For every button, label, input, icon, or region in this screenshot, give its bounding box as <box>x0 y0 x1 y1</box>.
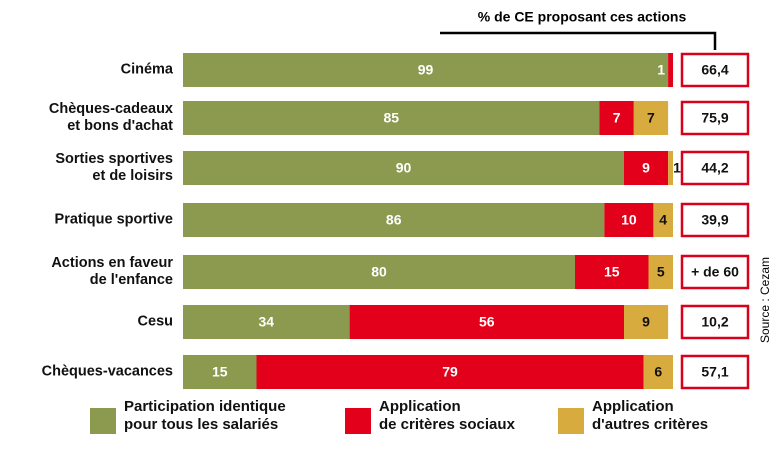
value-label: 56 <box>479 314 495 330</box>
legend-swatch <box>345 408 371 434</box>
bar-segment <box>599 101 634 135</box>
value-label: 15 <box>604 264 620 280</box>
legend-label: Participation identique pour tous les sa… <box>124 398 286 433</box>
share-label: + de 60 <box>691 264 739 280</box>
share-box <box>680 304 750 340</box>
category-label: Sorties sportives et de loisirs <box>55 151 173 184</box>
bar-segment <box>183 101 600 135</box>
value-label: 1 <box>657 62 665 78</box>
value-label: 79 <box>442 364 458 380</box>
category-label: Chèques-cadeaux et bons d'achat <box>48 101 173 134</box>
share-label: 10,2 <box>701 314 728 330</box>
value-label: 9 <box>642 314 650 330</box>
bar-segment <box>604 203 654 237</box>
value-label: 4 <box>659 212 667 228</box>
value-label: 86 <box>386 212 402 228</box>
share-label: 57,1 <box>701 364 728 380</box>
bar-segment <box>668 151 673 185</box>
value-label: 90 <box>396 160 412 176</box>
bar-segment <box>183 355 257 389</box>
bar-segment <box>648 255 673 289</box>
value-label: 7 <box>647 110 655 126</box>
bar-segment <box>256 355 644 389</box>
legend-swatch <box>90 408 116 434</box>
bar-segment <box>624 305 669 339</box>
share-box <box>680 202 750 238</box>
share-box <box>680 354 750 390</box>
value-label: 15 <box>212 364 228 380</box>
bar-segment <box>183 305 350 339</box>
category-label: Cesu <box>137 313 173 330</box>
share-label: 39,9 <box>701 212 728 228</box>
share-bracket <box>440 31 717 50</box>
bar-segment <box>575 255 649 289</box>
bar-segment <box>183 203 605 237</box>
bar-segment <box>183 151 624 185</box>
value-label: 80 <box>371 264 387 280</box>
share-label: 44,2 <box>701 160 728 176</box>
category-label: Pratique sportive <box>54 211 173 228</box>
legend-swatch <box>558 408 584 434</box>
bar-segment <box>349 305 624 339</box>
source: Source : Cezam <box>758 257 772 343</box>
bar-segment <box>643 355 673 389</box>
value-label: 99 <box>418 62 434 78</box>
bar-segment <box>653 203 673 237</box>
value-label: 1 <box>673 160 681 176</box>
category-label: Actions en faveur de l'enfance <box>51 255 173 288</box>
share-box <box>680 52 750 88</box>
bar-segment <box>633 101 669 135</box>
value-label: 7 <box>613 110 621 126</box>
value-label: 34 <box>259 314 275 330</box>
bar-segment <box>183 255 575 289</box>
share-box <box>680 254 750 290</box>
category-label: Chèques-vacances <box>41 363 173 380</box>
bar-segment <box>624 151 669 185</box>
value-label: 10 <box>621 212 637 228</box>
value-label: 85 <box>383 110 399 126</box>
legend-label: Application d'autres critères <box>592 398 709 433</box>
category-label: Cinéma <box>120 61 173 78</box>
legend-label: Application de critères sociaux <box>379 398 515 433</box>
share-box <box>680 150 750 186</box>
value-label: 6 <box>654 364 662 380</box>
share-label: 66,4 <box>701 62 728 78</box>
value-label: 9 <box>642 160 650 176</box>
share-title: % de CE proposant ces actions <box>478 9 687 25</box>
share-label: 75,9 <box>701 110 728 126</box>
share-box <box>680 100 750 136</box>
bar-segment <box>183 53 669 87</box>
value-label: 5 <box>657 264 665 280</box>
bar-segment <box>668 53 673 87</box>
